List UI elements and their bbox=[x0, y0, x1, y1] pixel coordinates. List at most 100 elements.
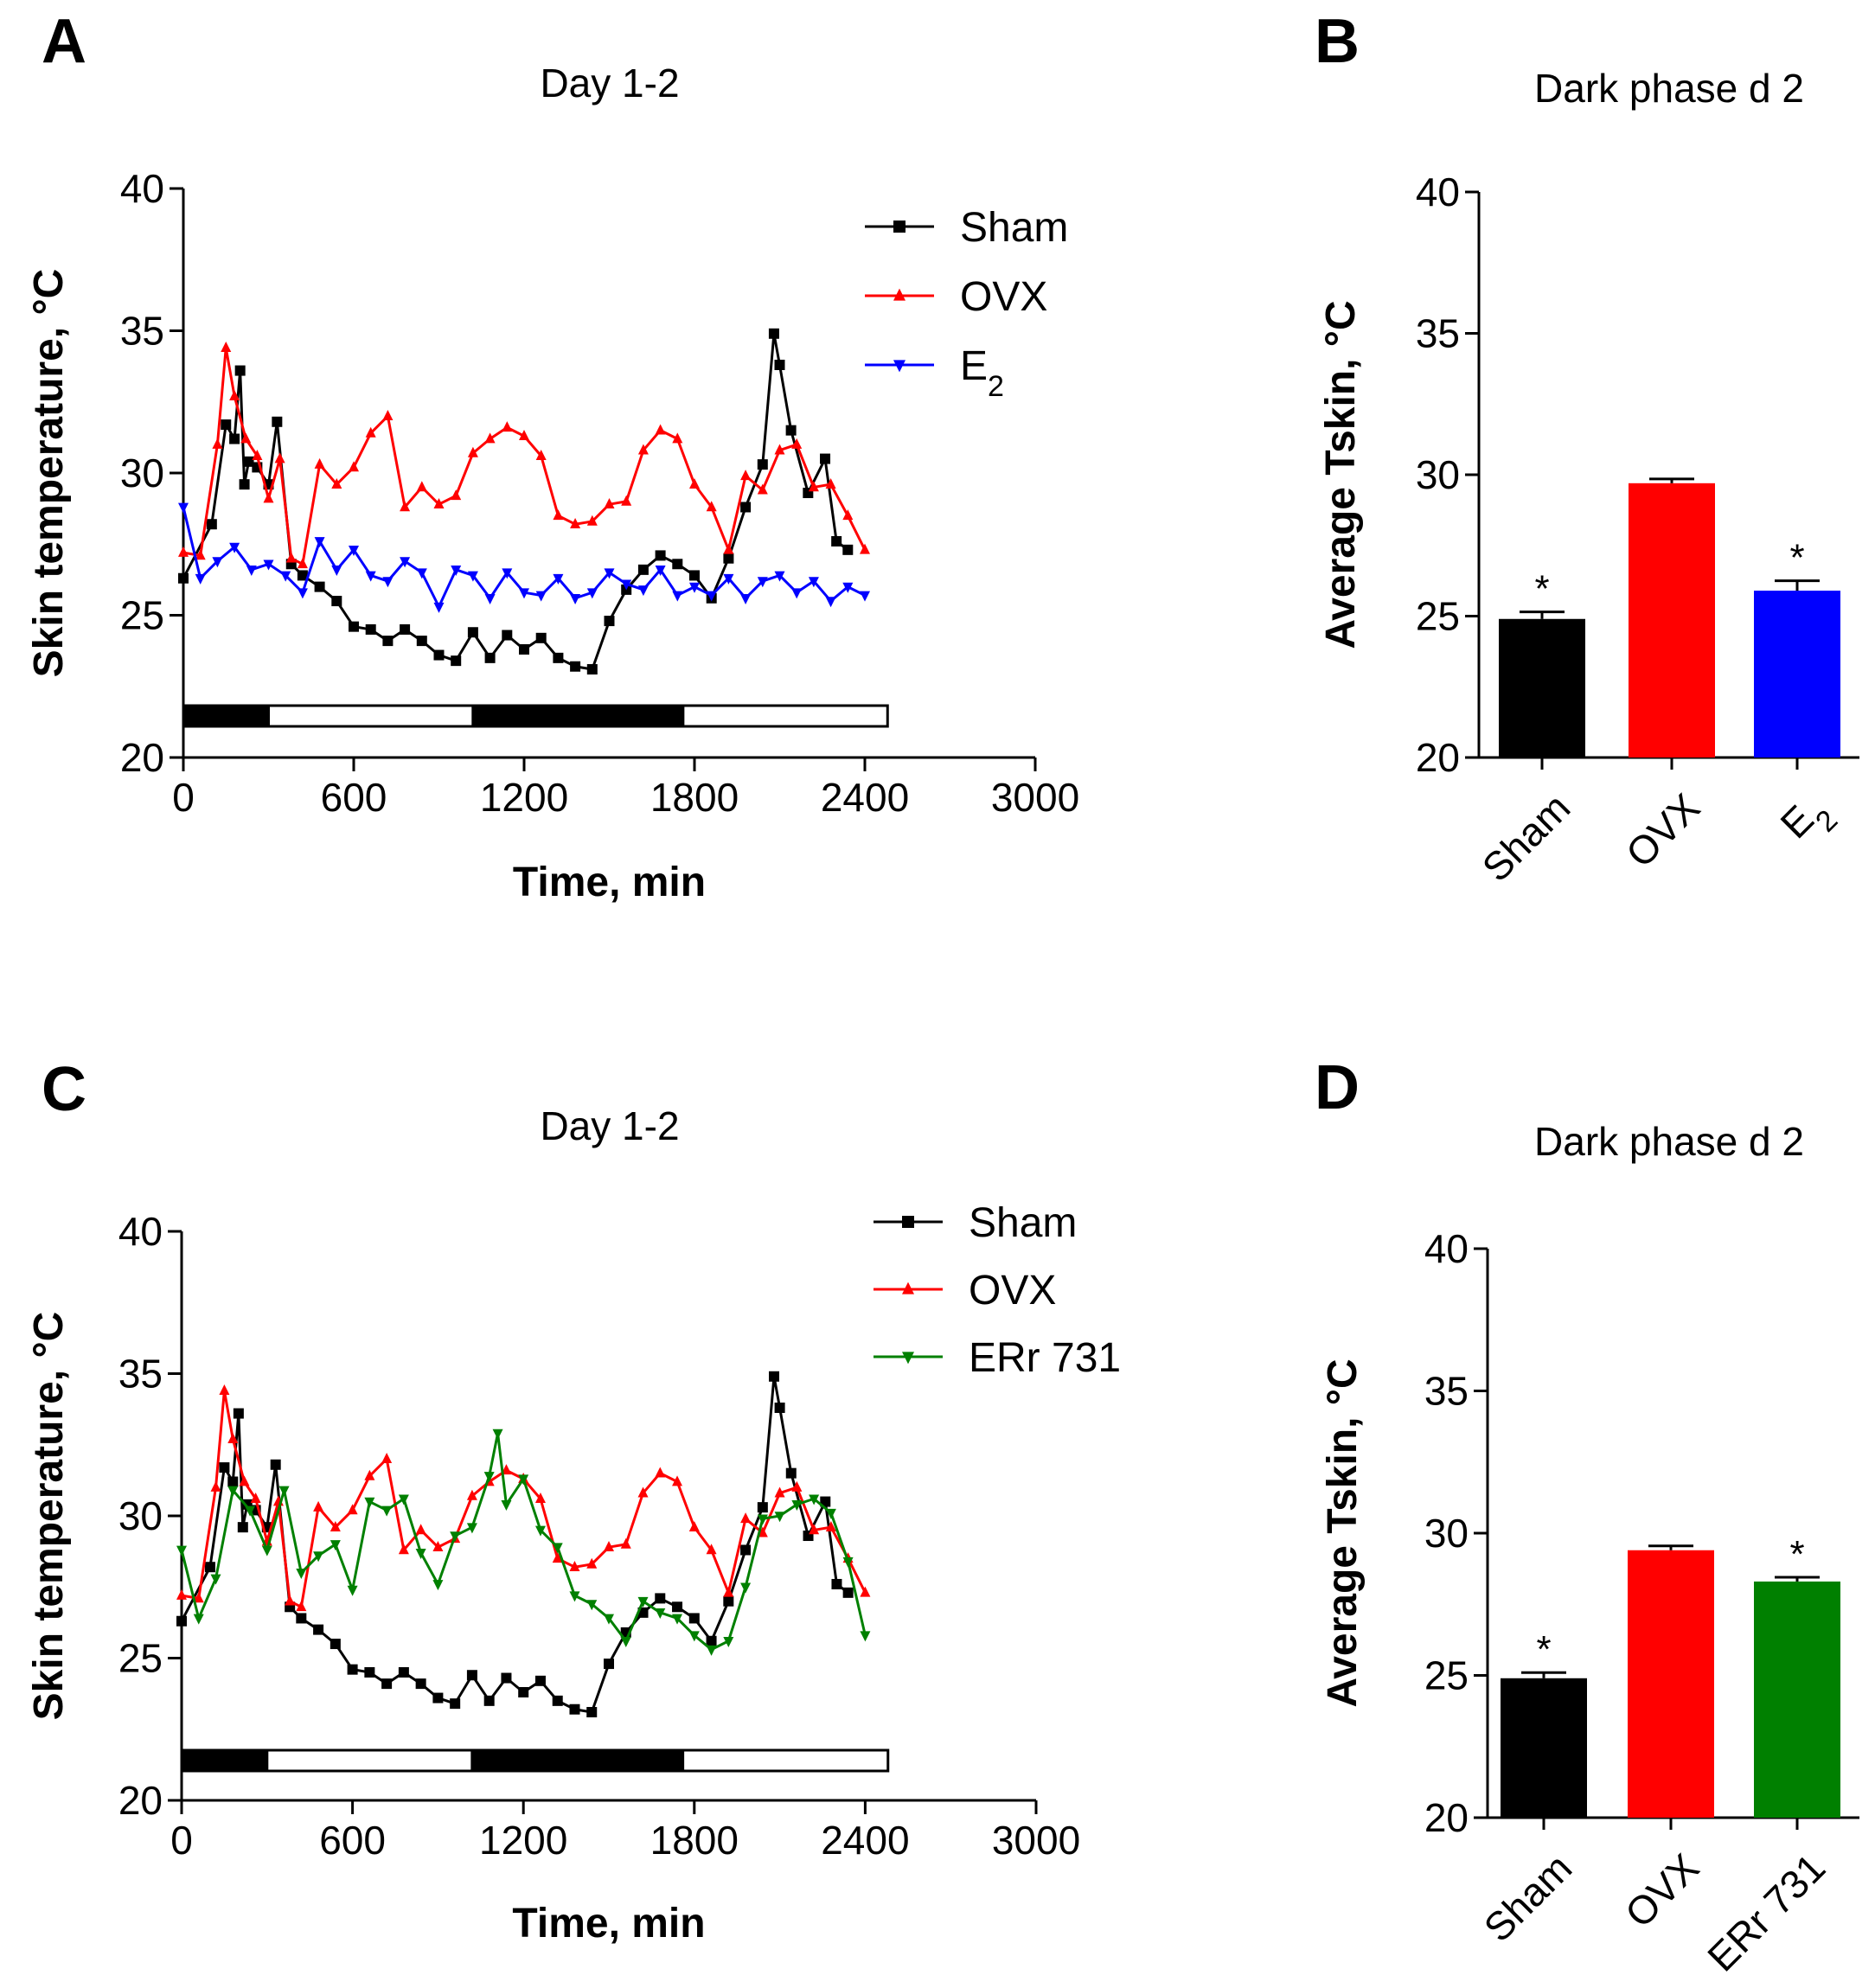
data-point-ovx bbox=[723, 1586, 734, 1597]
data-point-ovx bbox=[330, 1520, 341, 1531]
x-tick-label: 3000 bbox=[992, 1818, 1080, 1863]
data-point-ovx bbox=[655, 424, 666, 435]
light-dark-segment-light bbox=[267, 704, 475, 728]
data-point-sham bbox=[757, 459, 768, 470]
legend-marker-e2 bbox=[893, 360, 906, 373]
data-point-e2 bbox=[672, 591, 683, 602]
data-point-sham bbox=[239, 479, 250, 490]
x-tick-label: 2400 bbox=[821, 1818, 909, 1863]
series-line-sham bbox=[182, 332, 849, 671]
legend-marker-ovx bbox=[902, 1282, 914, 1294]
data-point-sham bbox=[313, 1624, 324, 1635]
data-point-sham bbox=[415, 1678, 426, 1690]
data-point-err731 bbox=[313, 1551, 324, 1563]
data-point-sham bbox=[586, 664, 598, 675]
series-line-ovx bbox=[181, 1389, 867, 1608]
data-point-sham bbox=[243, 456, 254, 467]
chart-title: Day 1-2 bbox=[540, 1103, 679, 1148]
data-point-err731 bbox=[774, 1512, 785, 1523]
data-point-ovx bbox=[227, 1432, 239, 1443]
data-point-ovx bbox=[314, 457, 325, 469]
bar-ovx bbox=[1628, 1550, 1714, 1818]
x-tick-label: 3000 bbox=[991, 775, 1079, 820]
data-point-e2 bbox=[349, 546, 359, 557]
data-point-sham bbox=[723, 553, 734, 564]
data-point-e2 bbox=[586, 588, 598, 599]
data-point-e2 bbox=[723, 573, 734, 585]
data-point-e2 bbox=[314, 537, 325, 548]
data-point-sham bbox=[365, 623, 376, 635]
data-point-sham bbox=[349, 621, 359, 632]
data-point-sham bbox=[604, 1659, 614, 1670]
data-point-sham bbox=[842, 544, 854, 555]
legend-label-ovx: OVX bbox=[969, 1268, 1056, 1314]
series-line-ovx bbox=[182, 346, 867, 566]
data-point-sham bbox=[400, 623, 411, 635]
data-point-err731 bbox=[330, 1540, 341, 1551]
panel-letter: A bbox=[42, 7, 86, 76]
data-point-ovx bbox=[706, 501, 717, 512]
data-point-e2 bbox=[246, 566, 257, 577]
y-tick-label: 40 bbox=[120, 166, 164, 211]
data-point-ovx bbox=[552, 1552, 563, 1563]
legend-label-sham: Sham bbox=[969, 1200, 1077, 1246]
data-point-ovx bbox=[637, 444, 649, 455]
data-point-e2 bbox=[535, 591, 547, 602]
data-point-sham bbox=[774, 1402, 785, 1413]
light-dark-segment-light bbox=[266, 1748, 474, 1773]
data-point-sham bbox=[501, 1672, 512, 1684]
light-dark-segment-dark bbox=[471, 704, 685, 728]
data-point-sham bbox=[381, 1678, 393, 1690]
chart-title: Dark phase d 2 bbox=[1534, 1119, 1804, 1164]
data-point-err731 bbox=[381, 1505, 393, 1517]
data-point-ovx bbox=[774, 444, 785, 455]
data-point-err731 bbox=[552, 1543, 563, 1554]
data-point-ovx bbox=[502, 421, 513, 432]
x-axis-label: Time, min bbox=[512, 1901, 705, 1946]
y-tick-label: 30 bbox=[1424, 1511, 1469, 1556]
data-point-ovx bbox=[364, 1469, 375, 1480]
data-point-ovx bbox=[398, 1544, 409, 1555]
significance-star: * bbox=[1789, 537, 1804, 579]
data-point-ovx bbox=[297, 558, 308, 569]
data-point-err731 bbox=[261, 1545, 272, 1557]
bar-ovx bbox=[1629, 483, 1715, 757]
data-point-sham bbox=[176, 1615, 187, 1627]
data-point-sham bbox=[552, 1695, 563, 1706]
data-point-sham bbox=[229, 433, 240, 444]
y-tick-label: 30 bbox=[1416, 452, 1460, 497]
data-point-sham bbox=[820, 1496, 831, 1507]
data-point-err731 bbox=[534, 1525, 546, 1537]
data-point-e2 bbox=[229, 542, 240, 553]
data-point-e2 bbox=[791, 588, 803, 599]
data-point-e2 bbox=[808, 577, 819, 588]
data-point-sham bbox=[706, 1635, 717, 1646]
data-point-ovx bbox=[178, 546, 189, 557]
data-point-sham bbox=[484, 652, 496, 663]
data-point-err731 bbox=[688, 1631, 700, 1642]
data-point-ovx bbox=[365, 426, 376, 438]
data-point-e2 bbox=[331, 566, 342, 577]
data-point-sham bbox=[535, 632, 547, 643]
data-point-sham bbox=[398, 1666, 409, 1678]
chart-title: Day 1-2 bbox=[540, 61, 679, 105]
y-tick-label: 25 bbox=[120, 593, 164, 638]
legend-label-ovx: OVX bbox=[960, 274, 1047, 320]
data-point-ovx bbox=[604, 1540, 614, 1551]
x-tick-label: 2400 bbox=[821, 775, 909, 820]
data-point-ovx bbox=[433, 497, 445, 508]
data-point-sham bbox=[297, 570, 308, 581]
data-point-err731 bbox=[466, 1523, 477, 1534]
data-point-sham bbox=[672, 559, 683, 570]
data-point-ovx bbox=[553, 509, 564, 521]
x-category-label: Sham bbox=[1474, 785, 1579, 891]
data-point-err731 bbox=[415, 1548, 426, 1559]
data-point-ovx bbox=[842, 509, 854, 521]
data-point-err731 bbox=[620, 1636, 631, 1647]
data-point-e2 bbox=[280, 571, 291, 582]
data-point-ovx bbox=[193, 1592, 204, 1603]
data-point-err731 bbox=[227, 1486, 239, 1497]
data-point-ovx bbox=[347, 1504, 358, 1515]
data-point-ovx bbox=[535, 450, 547, 461]
data-point-sham bbox=[234, 365, 246, 376]
